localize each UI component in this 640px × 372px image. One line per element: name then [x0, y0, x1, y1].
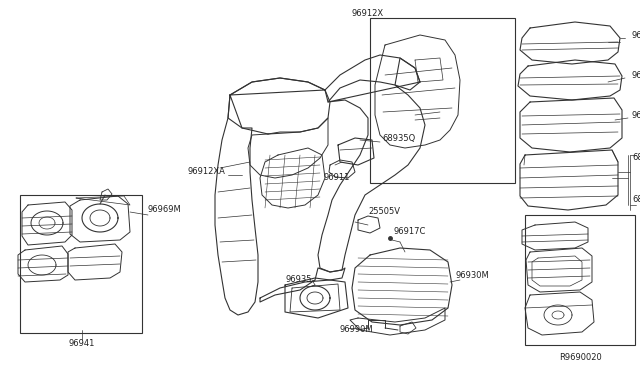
Bar: [20, 195, 142, 333]
Text: 96912X: 96912X: [352, 10, 384, 19]
Text: 96917C: 96917C: [393, 228, 426, 237]
Text: 96922D: 96922D: [632, 71, 640, 80]
Text: 96921: 96921: [632, 32, 640, 41]
Text: 25505V: 25505V: [368, 208, 400, 217]
Text: 68935Q: 68935Q: [382, 134, 415, 142]
Text: 68430N: 68430N: [632, 196, 640, 205]
Text: R9690020: R9690020: [559, 353, 602, 362]
Text: 96930M: 96930M: [455, 272, 489, 280]
Text: 96978: 96978: [632, 112, 640, 121]
Text: 96969M: 96969M: [148, 205, 182, 215]
Text: 96935: 96935: [285, 276, 312, 285]
Text: 96941: 96941: [69, 340, 95, 349]
Bar: [525, 215, 635, 345]
Bar: [370, 18, 515, 183]
Text: 96911: 96911: [324, 173, 350, 183]
Text: 68430NA: 68430NA: [632, 154, 640, 163]
Text: 96912XA: 96912XA: [187, 167, 225, 176]
Text: 96990M: 96990M: [340, 326, 374, 334]
